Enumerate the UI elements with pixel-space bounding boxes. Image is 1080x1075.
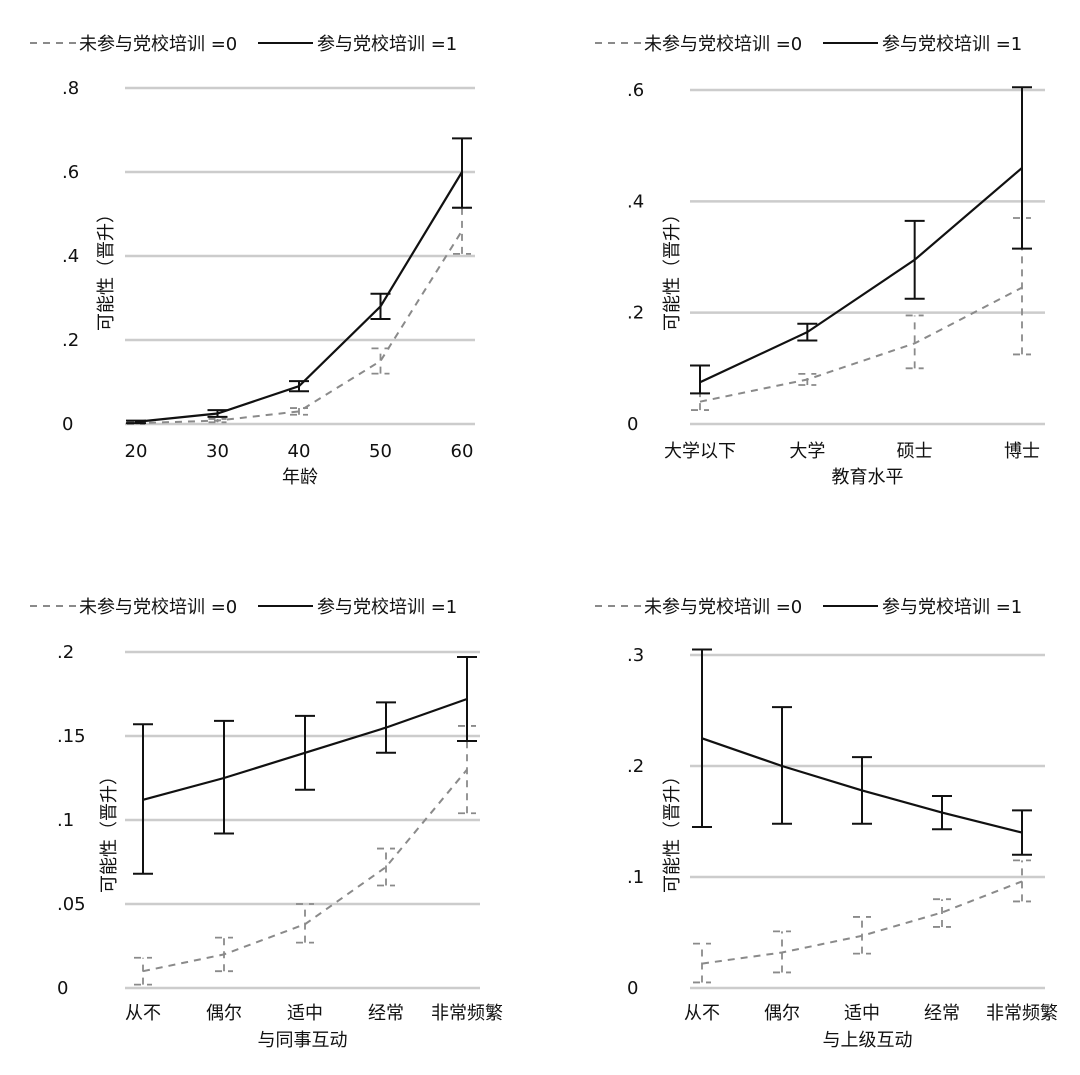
y-axis-label: 可能性（晋升） [662,205,683,331]
series-line [699,286,1023,403]
x-tick-label: 大学以下 [664,441,736,462]
y-tick-label: 0 [627,414,638,435]
series-untrained [134,725,476,986]
series-trained [126,137,472,425]
error-bar [933,898,951,928]
chart-panel-3: 未参与党校培训 =0 参与党校培训 =1 0 .05 .1 .15 .2 可能性（晋升） 从不 偶… [30,597,503,1051]
error-bar [1013,217,1031,356]
y-tick-label: .2 [57,642,74,663]
chart-panel-2: 未参与党校培训 =0 参与党校培训 =1 0 .2 .4 .6 可能性（晋升） 大学以下 大学 硕… [595,34,1045,488]
series-untrained [127,206,471,425]
y-tick-label: .1 [57,810,74,831]
x-axis-label: 教育水平 [832,467,904,488]
legend-label-untrained: 未参与党校培训 =0 [644,597,802,618]
y-tick-label: 0 [57,978,68,999]
y-tick-label: .1 [627,867,644,888]
x-tick-label: 适中 [844,1003,880,1024]
x-tick-label: 非常频繁 [431,1003,503,1024]
legend-label-trained: 参与党校培训 =1 [317,597,457,618]
y-tick-label: .4 [627,191,644,212]
series-line [701,737,1023,834]
series-untrained [691,217,1031,411]
y-tick-label: .8 [62,78,79,99]
x-axis-label: 与同事互动 [258,1030,348,1051]
error-bar [773,930,791,974]
legend-label-untrained: 未参与党校培训 =0 [79,34,237,55]
y-axis-label: 可能性（晋升） [99,767,120,893]
x-tick-label: 60 [451,441,474,462]
x-tick-label: 大学 [789,441,825,462]
legend: 未参与党校培训 =0 参与党校培训 =1 [595,597,1022,618]
y-tick-label: .2 [627,303,644,324]
y-tick-label: .6 [62,162,79,183]
y-tick-label: .2 [62,330,79,351]
x-tick-label: 硕士 [897,441,933,462]
x-tick-label: 非常频繁 [986,1003,1058,1024]
legend: 未参与党校培训 =0 参与党校培训 =1 [595,34,1022,55]
error-bar [905,314,924,370]
x-axis-label: 年龄 [282,467,318,488]
series-line [699,167,1023,384]
legend-label-trained: 参与党校培训 =1 [317,34,457,55]
y-axis-label: 可能性（晋升） [96,205,117,331]
x-tick-label: 50 [369,441,392,462]
y-axis-label: 可能性（晋升） [662,767,683,893]
y-tick-label: .15 [57,726,86,747]
series-trained [692,648,1032,856]
x-tick-label: 适中 [287,1003,323,1024]
x-axis-label: 与上级互动 [823,1030,913,1051]
y-tick-label: .3 [627,645,644,666]
x-tick-label: 博士 [1004,441,1040,462]
error-bar [690,364,710,395]
error-bar [371,347,390,375]
legend-label-trained: 参与党校培训 =1 [882,34,1022,55]
error-bar [1013,859,1031,903]
y-tick-label: .05 [57,894,86,915]
legend-label-trained: 参与党校培训 =1 [882,597,1022,618]
series-trained [133,656,477,875]
chart-panel-4: 未参与党校培训 =0 参与党校培训 =1 0 .1 .2 .3 可能性（晋升） 从不 偶尔 适中 经… [595,597,1058,1051]
x-tick-label: 偶尔 [206,1003,242,1024]
series-trained [690,86,1032,395]
series-untrained [693,859,1031,984]
x-tick-label: 经常 [924,1003,960,1024]
y-tick-label: .6 [627,80,644,101]
y-tick-label: .2 [627,756,644,777]
series-line [701,880,1023,965]
x-tick-label: 从不 [125,1003,161,1024]
x-tick-label: 偶尔 [764,1003,800,1024]
x-tick-label: 40 [288,441,311,462]
y-tick-label: 0 [627,978,638,999]
y-tick-label: .4 [62,246,79,267]
x-tick-label: 30 [206,441,229,462]
legend: 未参与党校培训 =0 参与党校培训 =1 [30,597,457,618]
legend-label-untrained: 未参与党校培训 =0 [79,597,237,618]
series-line [142,768,468,973]
legend: 未参与党校培训 =0 参与党校培训 =1 [30,34,457,55]
x-tick-label: 经常 [368,1003,404,1024]
x-tick-label: 20 [125,441,148,462]
chart-panel-1: 未参与党校培训 =0 参与党校培训 =1 0 .2 .4 .6 .8 可能性（晋升） 20 30 4… [30,34,475,488]
legend-label-untrained: 未参与党校培训 =0 [644,34,802,55]
x-tick-label: 从不 [684,1003,720,1024]
y-tick-label: 0 [62,414,73,435]
series-line [135,230,463,425]
